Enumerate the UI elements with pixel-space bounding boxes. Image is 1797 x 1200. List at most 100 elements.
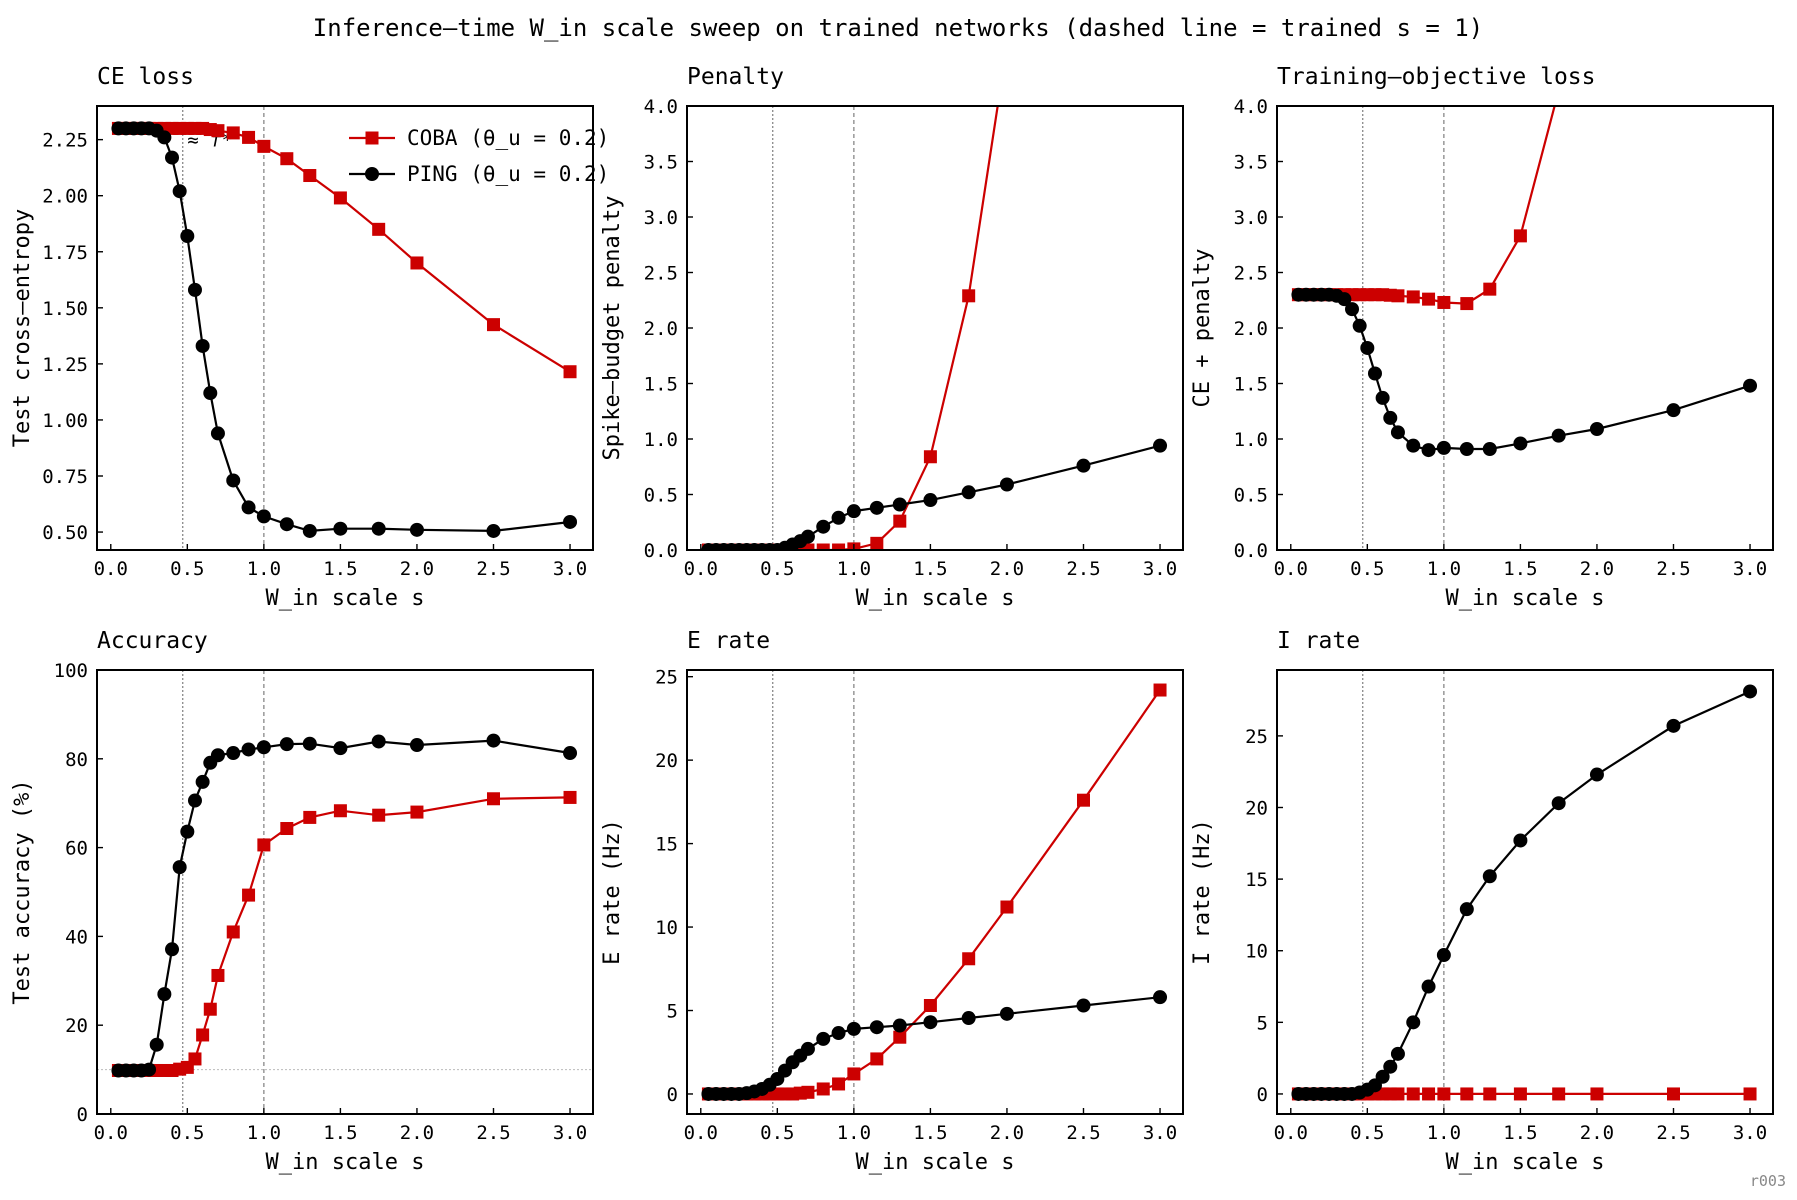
y-tick-label: 3.5	[644, 152, 678, 174]
y-tick-label: 0.0	[644, 540, 678, 562]
ping-line	[118, 739, 571, 1072]
ping-point	[892, 497, 907, 512]
coba-point	[303, 810, 317, 824]
x-tick-label: 1.5	[1503, 1122, 1537, 1144]
y-tick-label: 0.75	[42, 466, 88, 488]
panel-6: I rate 0.0 0.5 1.0 1.5 2.0 2.5 3.0 0 5 10 15 20 25 W_i…	[1190, 628, 1774, 1175]
y-tick-label: 0	[1257, 1084, 1268, 1106]
coba-point	[257, 838, 271, 852]
ping-point	[409, 522, 424, 537]
coba-point	[1590, 1087, 1604, 1101]
coba-point	[410, 805, 424, 819]
coba-point	[832, 1077, 846, 1091]
x-tick-label: 0.0	[1274, 1122, 1308, 1144]
ping-point	[226, 473, 241, 488]
y-tick-label: 0.0	[1234, 540, 1268, 562]
coba-point	[1422, 292, 1436, 306]
y-tick-label: 60	[65, 838, 88, 860]
x-tick-label: 2.0	[990, 1122, 1024, 1144]
ping-point	[1406, 1015, 1421, 1030]
coba-point	[486, 318, 500, 332]
coba-point	[870, 536, 884, 550]
y-tick-label: 1.5	[1234, 374, 1268, 396]
coba-point	[1513, 229, 1527, 243]
x-tick-label: 1.0	[247, 558, 281, 580]
y-tick-label: 1.5	[644, 374, 678, 396]
ping-point	[800, 1041, 815, 1056]
coba-line	[708, 689, 1161, 1096]
coba-point	[1076, 793, 1090, 807]
x-tick-label: 1.0	[1427, 1122, 1461, 1144]
y-tick-label: 0	[77, 1104, 88, 1126]
coba-point	[410, 256, 424, 270]
y-tick-label: 10	[655, 917, 678, 939]
suptitle: Inference–time W_in scale sweep on train…	[313, 14, 1483, 42]
y-tick-label: 0.50	[42, 522, 88, 544]
ping-point	[1390, 1046, 1405, 1061]
ping-point	[1421, 979, 1436, 994]
y-axis-label: CE + penalty	[1190, 249, 1215, 408]
ping-point	[846, 504, 861, 519]
ping-point	[195, 774, 210, 789]
x-tick-label: 2.5	[1656, 1122, 1690, 1144]
ping-point	[831, 1026, 846, 1041]
y-tick-label: 1.25	[42, 354, 88, 376]
ping-point	[1383, 1059, 1398, 1074]
ping-point	[256, 740, 271, 755]
ping-point	[1367, 366, 1382, 381]
y-tick-label: 25	[655, 667, 678, 689]
x-tick-label: 0.0	[94, 1122, 128, 1144]
x-tick-label: 0.5	[1350, 1122, 1384, 1144]
ping-point	[800, 529, 815, 544]
x-tick-label: 0.0	[684, 558, 718, 580]
ping-point	[1482, 441, 1497, 456]
y-tick-label: 0.5	[644, 485, 678, 507]
y-tick-label: 3.5	[1234, 152, 1268, 174]
watermark: r003	[1750, 1172, 1786, 1190]
coba-point	[1483, 1087, 1497, 1101]
legend-ping-label: PING (θ_u = 0.2)	[407, 162, 609, 186]
ping-point	[1459, 441, 1474, 456]
y-axis-label: I rate (Hz)	[1190, 819, 1215, 965]
y-axis-label: Test cross–entropy	[10, 209, 35, 447]
axes-frame	[1276, 105, 1774, 551]
ping-point	[371, 521, 386, 536]
ping-point	[1383, 410, 1398, 425]
ping-line	[1298, 690, 1751, 1096]
ping-point	[1153, 990, 1168, 1005]
ping-point	[961, 485, 976, 500]
coba-point	[801, 543, 815, 550]
x-tick-label: 2.0	[400, 1122, 434, 1144]
x-tick-label: 1.5	[913, 1122, 947, 1144]
x-tick-label: 0.5	[760, 558, 794, 580]
x-axis-label: W_in scale s	[266, 1150, 425, 1175]
x-tick-label: 0.5	[170, 558, 204, 580]
coba-point	[847, 1067, 861, 1081]
y-tick-label: 20	[65, 1015, 88, 1037]
ping-point	[1076, 998, 1091, 1013]
coba-point	[1743, 1087, 1757, 1101]
panel-3: Training–objective loss 0.0 0.5 1.0 1.5 2.0 2.…	[1190, 64, 1774, 611]
legend: COBA (θ_u = 0.2) PING (θ_u = 0.2)	[349, 126, 609, 186]
ping-point	[165, 150, 180, 165]
x-tick-label: 0.5	[760, 1122, 794, 1144]
panel-title: Training–objective loss	[1277, 64, 1596, 90]
y-tick-label: 2.0	[1234, 318, 1268, 340]
x-tick-label: 0.5	[1350, 558, 1384, 580]
y-tick-label: 15	[1245, 869, 1268, 891]
x-axis-label: W_in scale s	[856, 1150, 1015, 1175]
ping-point	[1551, 796, 1566, 811]
ping-point	[999, 1006, 1014, 1021]
x-tick-label: 0.5	[170, 1122, 204, 1144]
ping-point	[302, 523, 317, 538]
ping-point	[333, 741, 348, 756]
y-tick-label: 40	[65, 926, 88, 948]
coba-point	[1422, 1087, 1436, 1101]
ping-point	[157, 987, 172, 1002]
y-tick-label: 10	[1245, 941, 1268, 963]
coba-point	[1000, 900, 1014, 914]
y-tick-label: 5	[1257, 1012, 1268, 1034]
x-axis-label: W_in scale s	[856, 586, 1015, 611]
ping-point	[486, 523, 501, 538]
coba-point	[280, 822, 294, 836]
